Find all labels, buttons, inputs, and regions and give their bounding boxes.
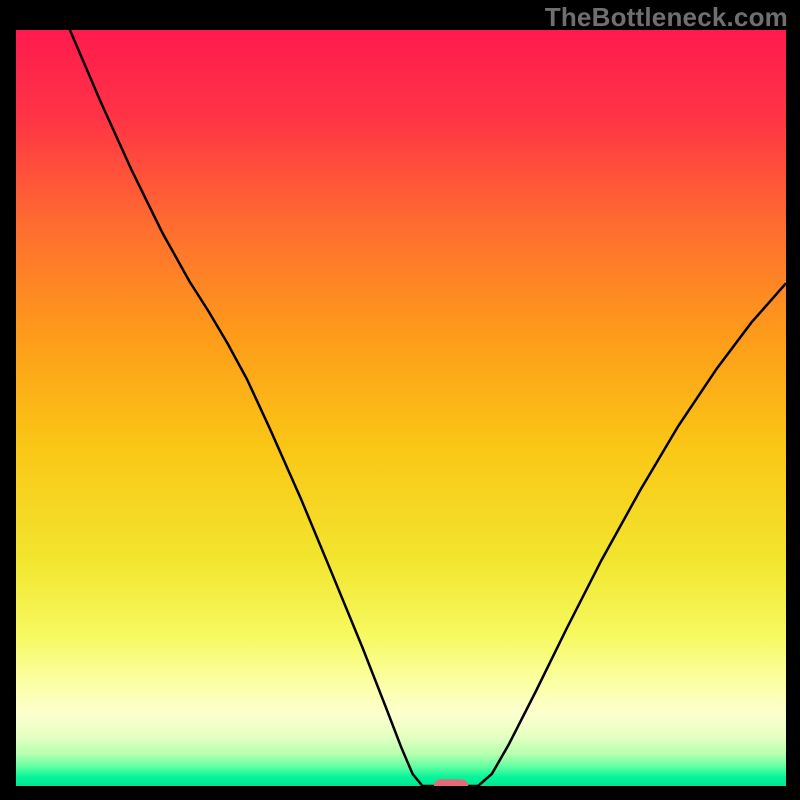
watermark-text: TheBottleneck.com xyxy=(545,2,788,33)
chart-svg xyxy=(16,30,786,786)
optimal-marker xyxy=(434,779,469,786)
plot-area xyxy=(16,30,786,786)
frame: TheBottleneck.com xyxy=(0,0,800,800)
gradient-background xyxy=(16,30,786,786)
